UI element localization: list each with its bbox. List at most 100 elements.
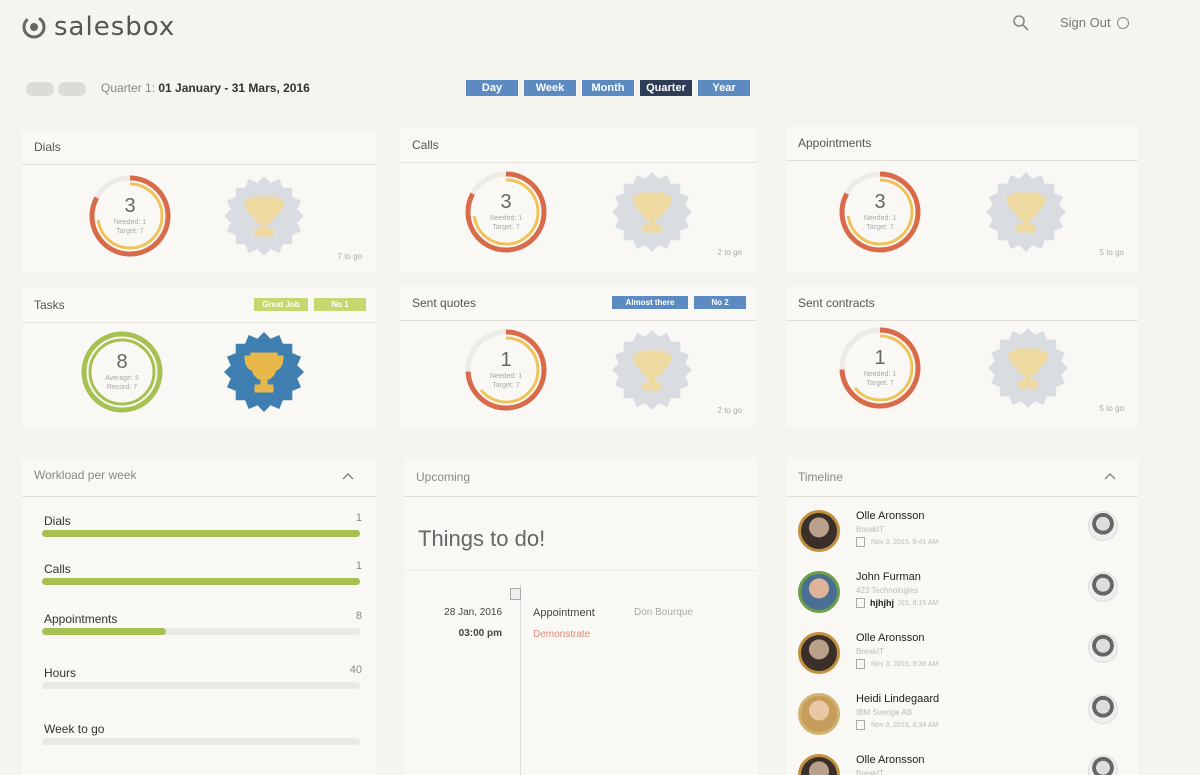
workload-label: Hours — [44, 666, 77, 680]
to-go-label: 2 to go — [717, 406, 742, 415]
search-icon[interactable] — [1012, 14, 1030, 32]
ring-inner — [846, 178, 914, 246]
ring-line2: Target: 7 — [866, 380, 893, 387]
calls-progress-ring: 3 Needed: 1 Target: 7 — [465, 171, 547, 253]
avatar[interactable] — [798, 510, 840, 552]
trophy-icon — [988, 328, 1068, 408]
workload-value: 8 — [355, 610, 362, 622]
tasks-card: Tasks No 1 Great Job 8 Average: 5 Record: 7 — [22, 288, 376, 428]
contact-name[interactable]: Olle Aronsson — [856, 754, 925, 766]
prev-period-button[interactable] — [26, 82, 54, 96]
period-month-button[interactable]: Month — [582, 80, 634, 96]
timeline-date: Nov 3, 2015, 8:38 AM — [871, 660, 939, 668]
timeline-item[interactable]: John Furman 423 Technologies Nov 3, 2015, … — [798, 569, 1122, 625]
status-badge: Great Job — [254, 298, 308, 311]
ring-outer — [465, 171, 547, 253]
ring-inner — [472, 178, 540, 246]
ring-inner — [96, 182, 164, 250]
ring-line1: Needed: 1 — [114, 219, 146, 226]
period-quarter-button[interactable]: Quarter — [640, 80, 692, 96]
ring-inner — [472, 336, 540, 404]
ring-line1: Needed: 1 — [490, 373, 522, 380]
timeline-item[interactable]: Olle Aronsson BreakIT — [798, 752, 1122, 775]
ring-line1: Needed: 1 — [864, 215, 896, 222]
ring-inner — [846, 334, 914, 402]
timeline-date: Nov 3, 2015, 6:34 AM — [871, 721, 939, 729]
trophy-icon — [612, 330, 692, 410]
trophy-icon — [224, 176, 304, 256]
owner-avatar[interactable] — [1088, 755, 1118, 775]
ring-value: 1 — [500, 349, 511, 371]
avatar[interactable] — [798, 632, 840, 674]
timeline-note: hjhjhj — [870, 598, 898, 608]
timeline-date: Nov 3, 2015, 8:15 AM — [871, 599, 939, 607]
owner-avatar[interactable] — [1088, 694, 1118, 724]
avatar[interactable] — [798, 571, 840, 613]
upcoming-contact[interactable]: Don Bourque — [634, 607, 693, 618]
workload-bar — [42, 682, 360, 689]
ring-complete — [81, 331, 163, 413]
upcoming-title: Upcoming — [416, 470, 471, 484]
ring-line1: Needed: 1 — [864, 371, 896, 378]
chevron-up-icon[interactable] — [1104, 472, 1116, 480]
app-logo[interactable]: salesbox — [22, 12, 175, 42]
upcoming-date: 28 Jan, 2016 — [444, 607, 502, 618]
timeline-title: Timeline — [798, 470, 843, 484]
chevron-up-icon[interactable] — [342, 472, 354, 480]
sign-out-label: Sign Out — [1060, 15, 1111, 30]
ring-value: 3 — [124, 195, 135, 217]
ring-line2: Record: 7 — [107, 384, 137, 391]
contact-name[interactable]: John Furman — [856, 571, 921, 583]
timeline-item[interactable]: Olle Aronsson BreakIT Nov 3, 2015, 8:41 AM — [798, 508, 1122, 564]
period-day-button[interactable]: Day — [466, 80, 518, 96]
appointments-card: Appointments 3 Needed: 1 Target: 7 5 to go — [786, 126, 1138, 272]
sent-quotes-progress-ring: 1 Needed: 1 Target: 7 — [465, 329, 547, 411]
avatar[interactable] — [798, 754, 840, 775]
ring-value: 3 — [500, 191, 511, 213]
card-title: Appointments — [798, 136, 872, 150]
workload-bar — [42, 578, 360, 585]
workload-value: 1 — [355, 512, 362, 524]
owner-avatar[interactable] — [1088, 572, 1118, 602]
workload-label: Calls — [44, 562, 71, 576]
ring-value: 1 — [874, 347, 885, 369]
workload-label: Dials — [44, 514, 71, 528]
card-title: Tasks — [34, 298, 65, 312]
calendar-icon — [510, 588, 521, 600]
workload-value: 1 — [355, 560, 362, 572]
workload-bar-fill — [42, 578, 360, 585]
status-badge: No 2 — [694, 296, 746, 309]
contact-name[interactable]: Olle Aronsson — [856, 632, 925, 644]
period-year-button[interactable]: Year — [698, 80, 750, 96]
card-title: Sent quotes — [412, 296, 477, 310]
app-name: salesbox — [54, 12, 176, 42]
workload-title: Workload per week — [34, 468, 137, 482]
workload-bar — [42, 530, 360, 537]
workload-label: Week to go — [44, 722, 105, 736]
to-go-label: 5 to go — [1099, 404, 1124, 413]
period-week-button[interactable]: Week — [524, 80, 576, 96]
sent-contracts-card: Sent contracts 1 Needed: 1 Target: 7 5 to go — [786, 286, 1138, 428]
to-go-label: 7 to go — [337, 252, 362, 261]
owner-avatar[interactable] — [1088, 633, 1118, 663]
workload-label: Appointments — [44, 612, 118, 626]
timeline-meta: Nov 3, 2015, 8:15 AM — [856, 598, 938, 608]
avatar[interactable] — [798, 693, 840, 735]
timeline-item[interactable]: Heidi Lindegaard IBM Sverige AB Nov 3, 201… — [798, 691, 1122, 747]
contact-name[interactable]: Olle Aronsson — [856, 510, 925, 522]
period-range: 01 January - 31 Mars, 2016 — [158, 81, 310, 95]
to-go-label: 2 to go — [717, 248, 742, 257]
upcoming-type: Appointment — [533, 607, 595, 619]
contact-name[interactable]: Heidi Lindegaard — [856, 693, 940, 705]
period-label: Quarter 1: 01 January - 31 Mars, 2016 — [101, 81, 310, 95]
workload-panel: Workload per week Dials 1 Calls 1 Appointmen… — [22, 458, 376, 775]
timeline-item[interactable]: Olle Aronsson BreakIT Nov 3, 2015, 8:38 AM — [798, 630, 1122, 686]
owner-avatar[interactable] — [1088, 511, 1118, 541]
workload-bar-fill — [42, 530, 360, 537]
sent-contracts-progress-ring: 1 Needed: 1 Target: 7 — [839, 327, 921, 409]
upcoming-time: 03:00 pm — [458, 628, 502, 639]
next-period-button[interactable] — [58, 82, 86, 96]
sign-out-button[interactable]: Sign Out — [1060, 15, 1129, 30]
ring-line1: Needed: 1 — [490, 215, 522, 222]
card-title: Dials — [34, 140, 61, 154]
